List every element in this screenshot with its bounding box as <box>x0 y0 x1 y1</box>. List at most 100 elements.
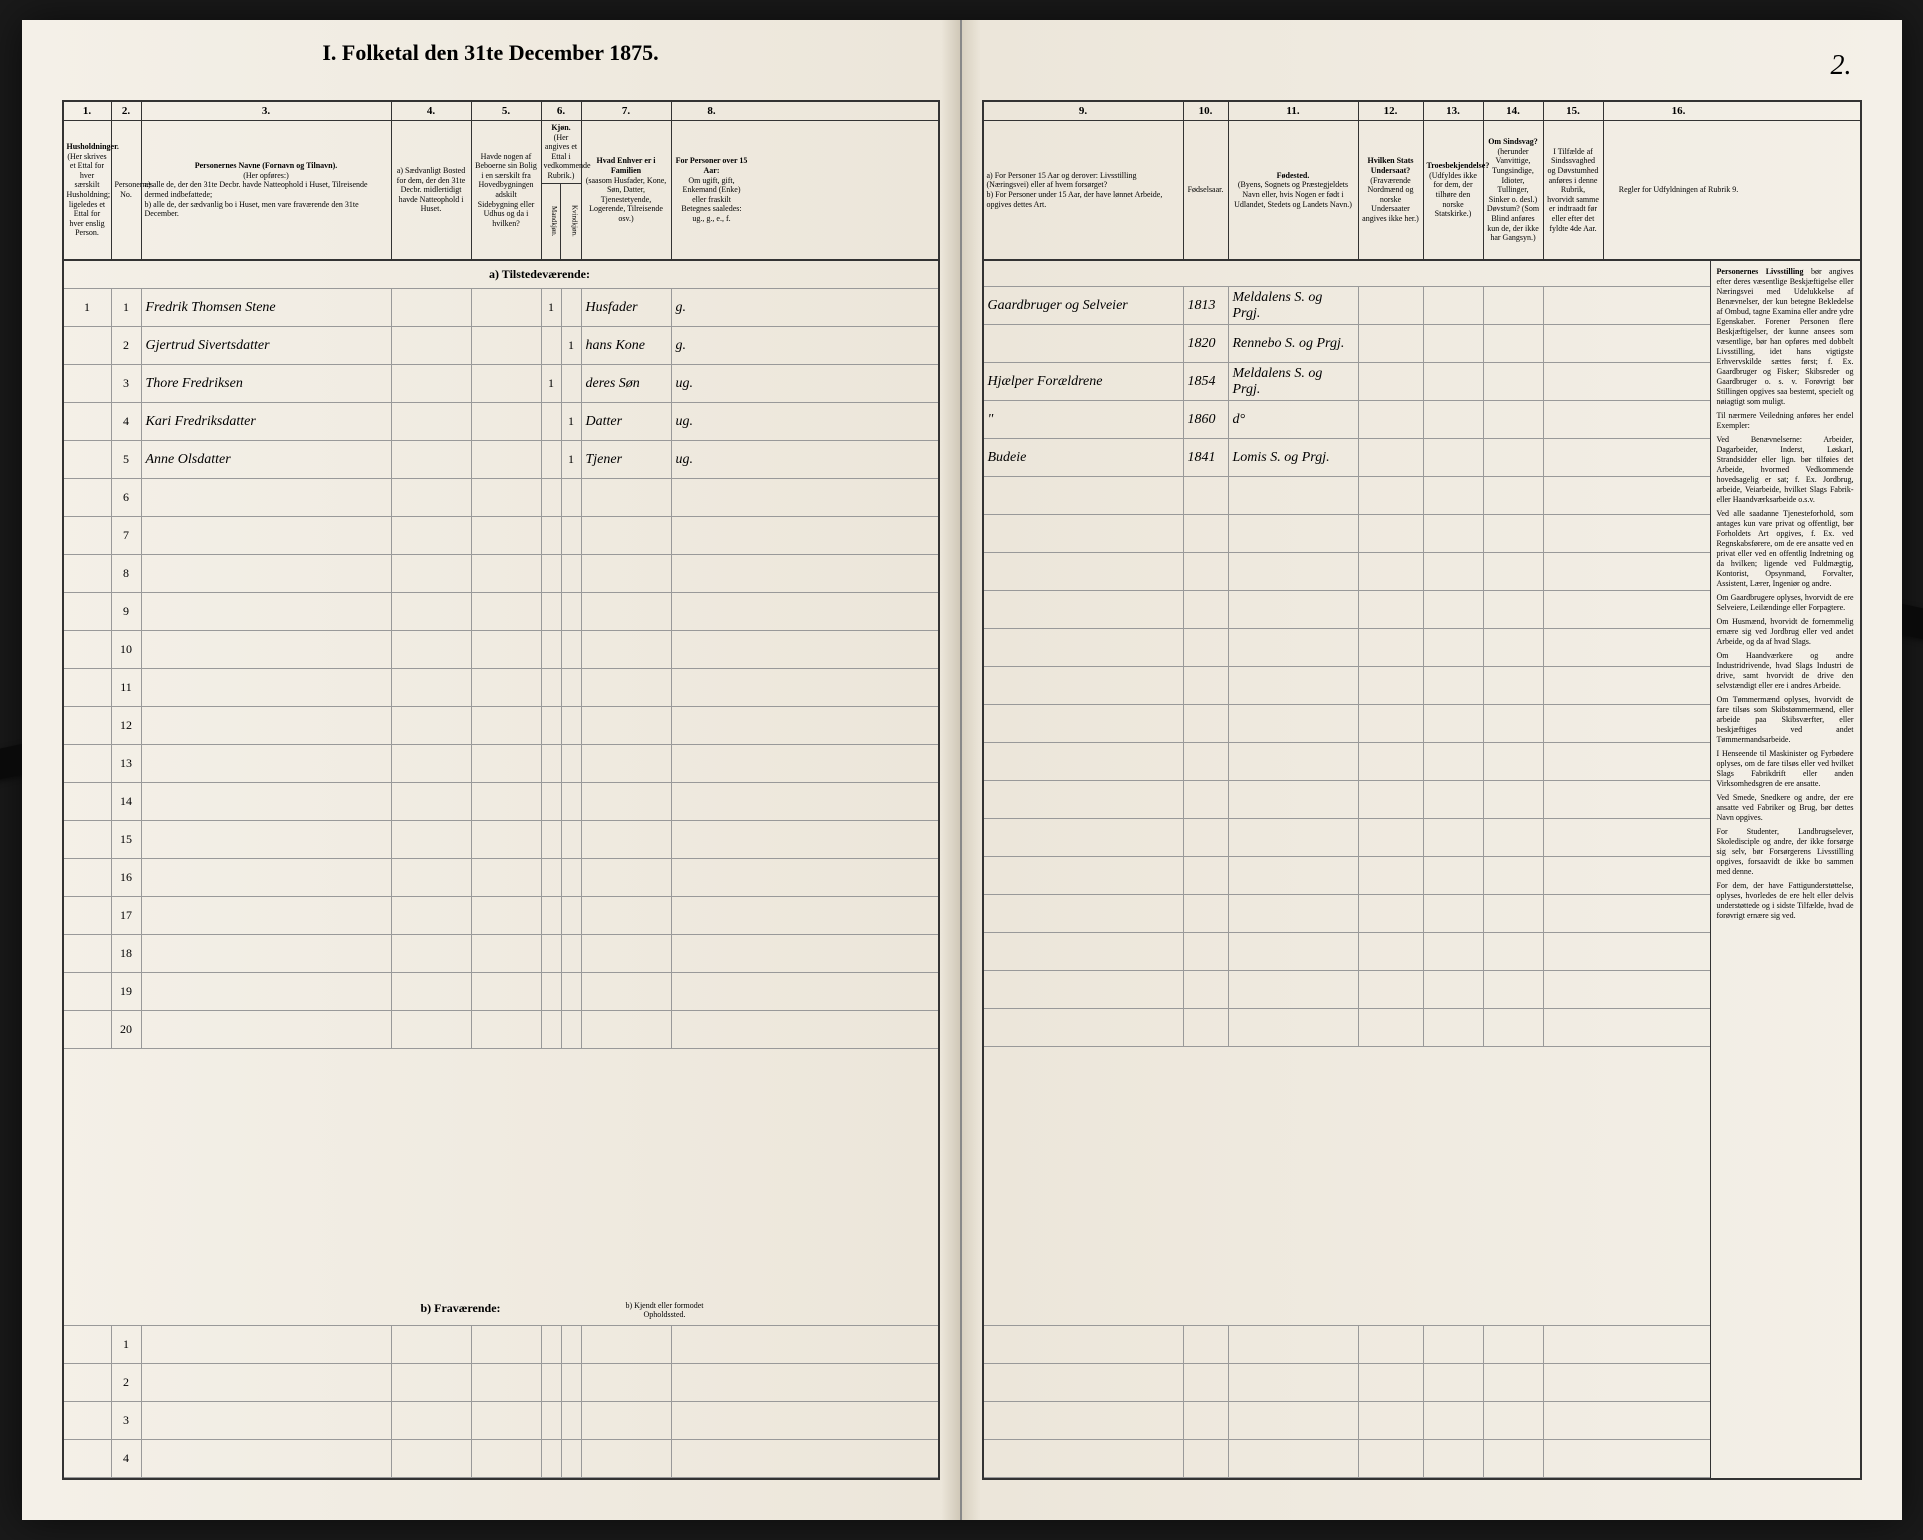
sex-male <box>542 1326 562 1363</box>
sex-male <box>542 707 562 744</box>
marital-status: ug. <box>672 403 752 440</box>
person-num: 1 <box>112 289 142 326</box>
table-row: 8 <box>64 555 938 593</box>
outbuilding <box>472 897 542 934</box>
birthplace <box>1229 1009 1359 1046</box>
household-num <box>64 821 112 858</box>
sex-male <box>542 897 562 934</box>
occupation: Budeie <box>984 439 1184 476</box>
table-row <box>984 1364 1710 1402</box>
religion <box>1424 363 1484 400</box>
disability-onset <box>1544 819 1604 856</box>
sex-male <box>542 669 562 706</box>
occupation <box>984 819 1184 856</box>
sex-male <box>542 631 562 668</box>
disability <box>1484 1364 1544 1401</box>
disability <box>1484 515 1544 552</box>
family-role <box>582 555 672 592</box>
occupation: " <box>984 401 1184 438</box>
table-row: 19 <box>64 973 938 1011</box>
birth-year <box>1184 705 1229 742</box>
residence <box>392 631 472 668</box>
disability <box>1484 401 1544 438</box>
sex-female <box>562 593 582 630</box>
sex-male <box>542 1440 562 1477</box>
header-row-left: Husholdninger. (Her skrives et Ettal for… <box>64 121 938 261</box>
disability <box>1484 743 1544 780</box>
col15-header: I Tilfælde af Sindssvaghed og Døvstumhed… <box>1544 121 1604 259</box>
citizenship <box>1359 477 1424 514</box>
table-row <box>984 705 1710 743</box>
table-row <box>984 781 1710 819</box>
data-rows-b-left: 1234 <box>64 1326 938 1478</box>
sex-male <box>542 859 562 896</box>
col7-header: Hvad Enhver er i Familien (saasom Husfad… <box>582 121 672 259</box>
table-row <box>984 743 1710 781</box>
table-row <box>984 515 1710 553</box>
table-row <box>984 857 1710 895</box>
marital-status <box>672 1011 752 1048</box>
occupation <box>984 667 1184 704</box>
family-role <box>582 1364 672 1401</box>
page-number: 2. <box>1831 50 1852 82</box>
birthplace <box>1229 705 1359 742</box>
birthplace <box>1229 933 1359 970</box>
outbuilding <box>472 517 542 554</box>
religion <box>1424 781 1484 818</box>
birthplace <box>1229 667 1359 704</box>
birthplace <box>1229 895 1359 932</box>
col6-header: Kjøn.(Her angives et Ettal i vedkommende… <box>542 121 582 259</box>
religion <box>1424 667 1484 704</box>
person-num: 9 <box>112 593 142 630</box>
disability <box>1484 1009 1544 1046</box>
birth-year: 1813 <box>1184 287 1229 324</box>
residence <box>392 1011 472 1048</box>
birthplace <box>1229 1364 1359 1401</box>
birth-year <box>1184 553 1229 590</box>
person-num: 2 <box>112 327 142 364</box>
person-num: 7 <box>112 517 142 554</box>
household-num <box>64 1011 112 1048</box>
disability-onset <box>1544 477 1604 514</box>
citizenship <box>1359 363 1424 400</box>
occupation <box>984 1402 1184 1439</box>
birth-year <box>1184 477 1229 514</box>
family-role <box>582 1402 672 1439</box>
person-num: 2 <box>112 1364 142 1401</box>
right-page: 2. 9. 10. 11. 12. 13. 14. 15. 16. a) For… <box>962 20 1902 1520</box>
col8-header: For Personer over 15 Aar: Om ugift, gift… <box>672 121 752 259</box>
outbuilding <box>472 289 542 326</box>
birthplace <box>1229 971 1359 1008</box>
religion <box>1424 287 1484 324</box>
religion <box>1424 933 1484 970</box>
sex-male <box>542 479 562 516</box>
disability-onset <box>1544 439 1604 476</box>
sex-male <box>542 441 562 478</box>
sex-female <box>562 289 582 326</box>
citizenship <box>1359 591 1424 628</box>
occupation <box>984 857 1184 894</box>
household-num <box>64 935 112 972</box>
residence <box>392 289 472 326</box>
occupation <box>984 477 1184 514</box>
religion <box>1424 1402 1484 1439</box>
marital-status <box>672 935 752 972</box>
family-role: Tjener <box>582 441 672 478</box>
column-numbers-left: 1. 2. 3. 4. 5. 6. 7. 8. <box>64 102 938 121</box>
outbuilding <box>472 821 542 858</box>
citizenship <box>1359 933 1424 970</box>
person-num: 1 <box>112 1326 142 1363</box>
sex-female <box>562 821 582 858</box>
table-row: 18 <box>64 935 938 973</box>
religion <box>1424 743 1484 780</box>
disability <box>1484 477 1544 514</box>
family-role <box>582 1011 672 1048</box>
birthplace <box>1229 1326 1359 1363</box>
col1-header: Husholdninger. (Her skrives et Ettal for… <box>64 121 112 259</box>
col10-header: Fødselsaar. <box>1184 121 1229 259</box>
header-row-right: a) For Personer 15 Aar og derover: Livss… <box>984 121 1860 261</box>
marital-status <box>672 479 752 516</box>
occupation <box>984 1009 1184 1046</box>
marital-status: ug. <box>672 365 752 402</box>
family-role <box>582 707 672 744</box>
